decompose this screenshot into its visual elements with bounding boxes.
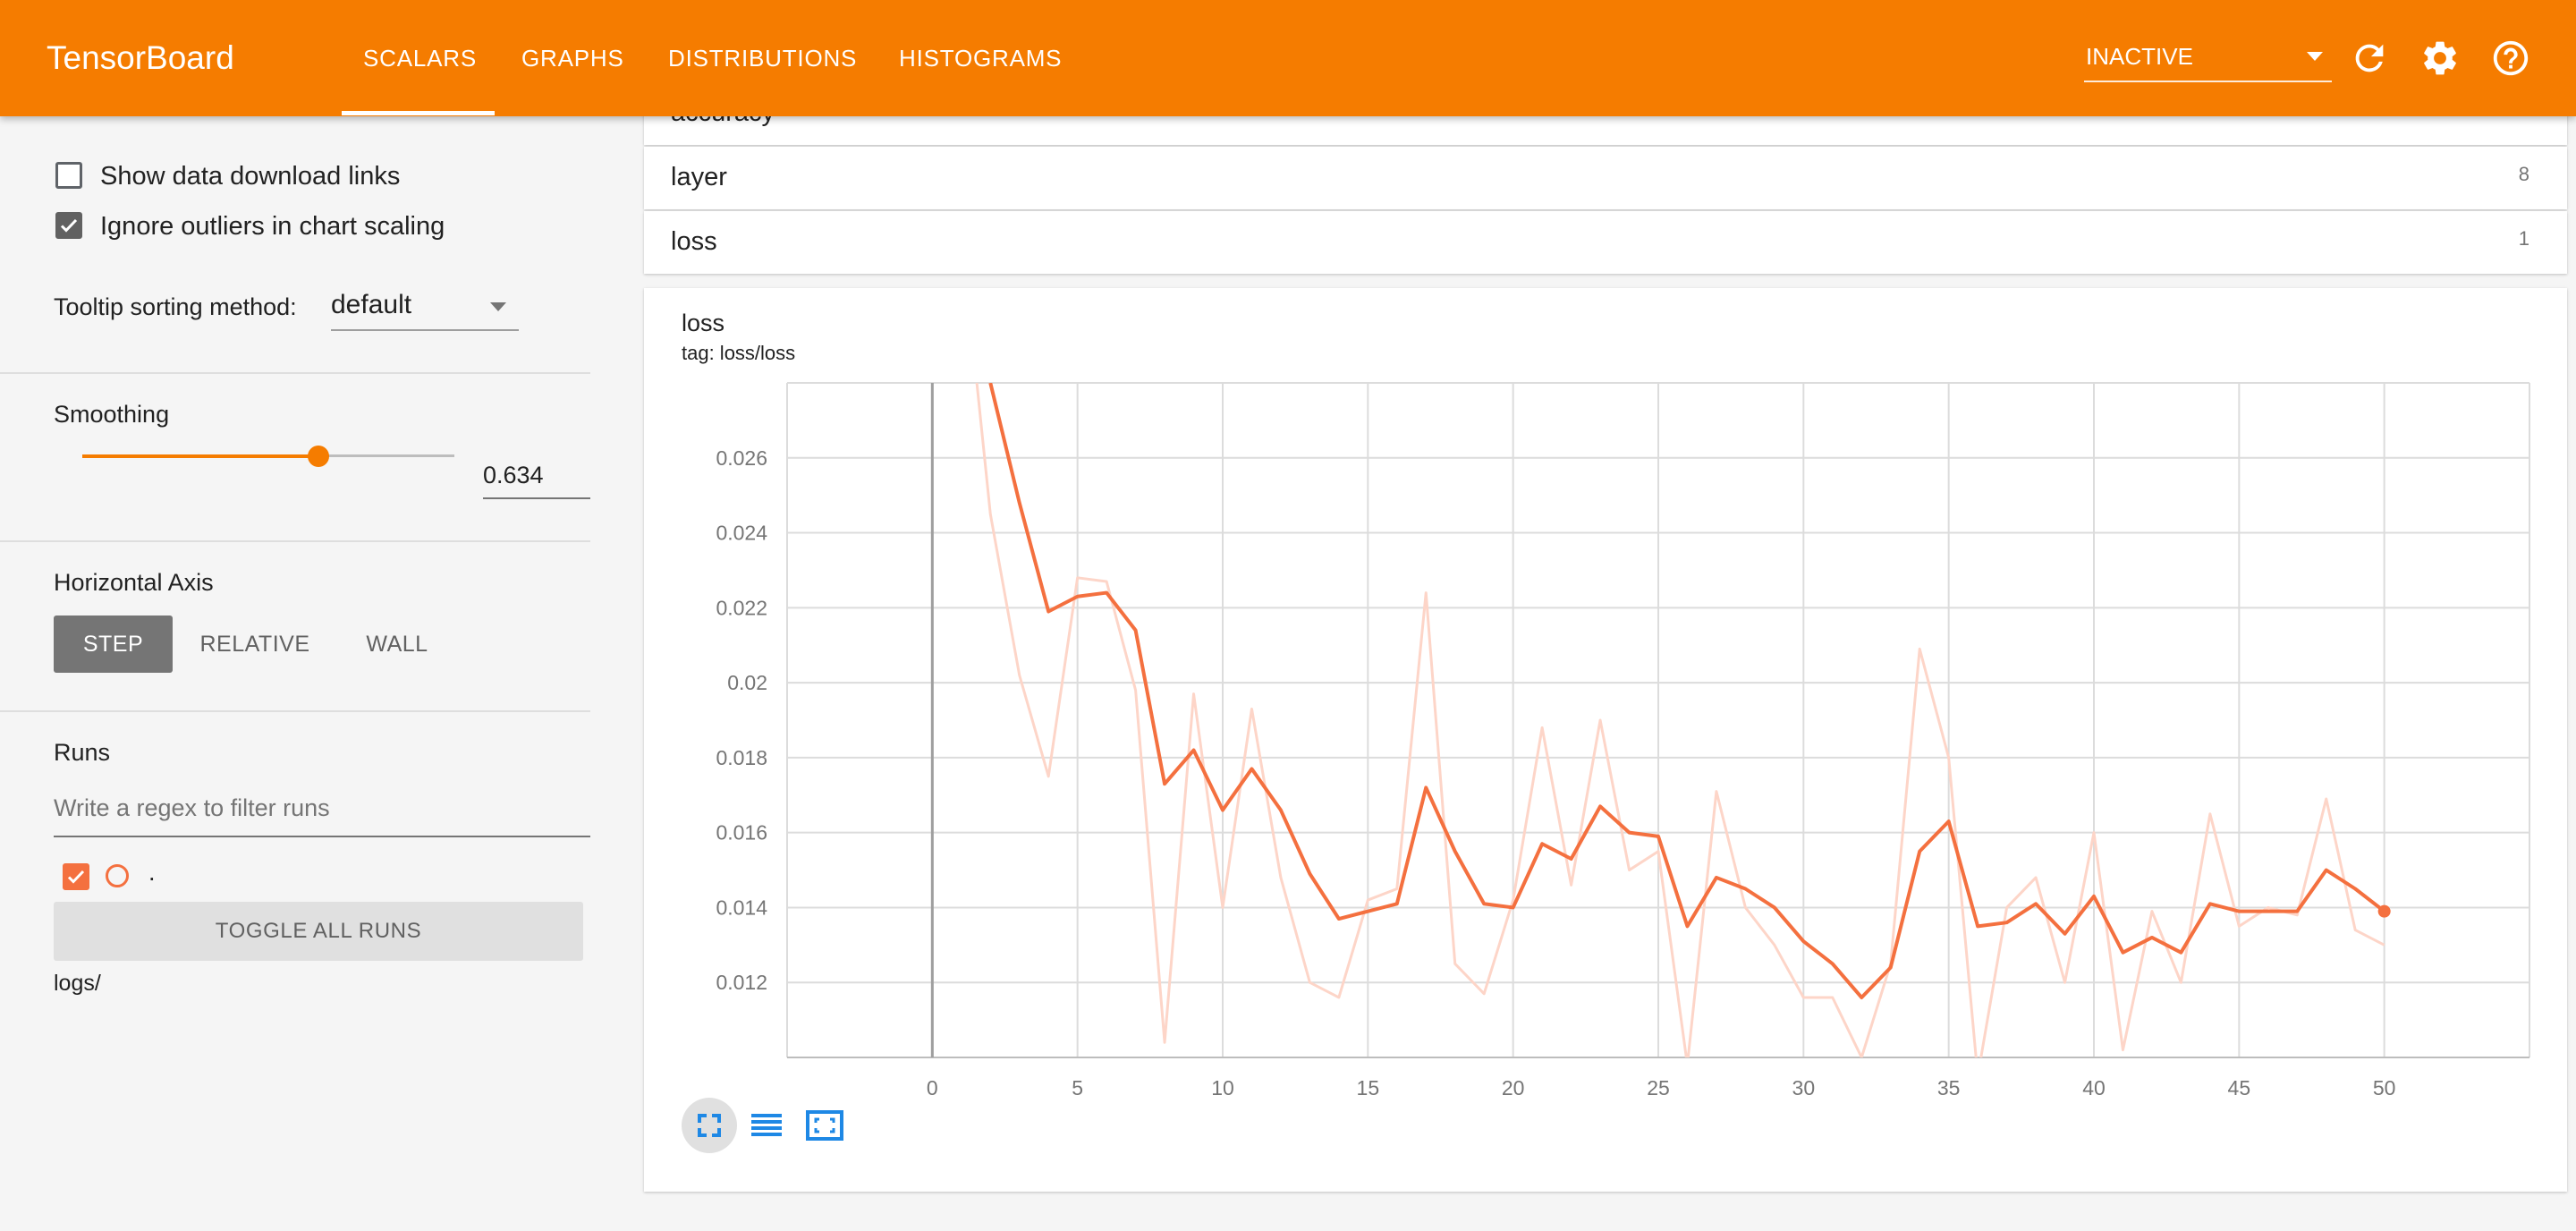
tooltip-sorting-dropdown[interactable]: default [331, 288, 519, 331]
last-point-marker [2377, 904, 2391, 918]
x-tick-label: 35 [1937, 1076, 1961, 1099]
inactive-plugins-dropdown[interactable]: INACTIVE [2084, 39, 2332, 82]
category-count: 8 [2518, 163, 2529, 185]
list-lines-icon [751, 1114, 782, 1136]
toggle-all-runs-button[interactable]: TOGGLE ALL RUNS [54, 902, 583, 961]
axis-step-button[interactable]: STEP [54, 616, 173, 673]
run-checkbox[interactable] [63, 863, 89, 890]
category-loss[interactable]: loss 1 [644, 211, 2567, 274]
smoothing-value: 0.634 [483, 462, 544, 488]
chart-tag: tag: loss/loss [682, 342, 796, 364]
y-tick-label: 0.02 [727, 671, 767, 694]
horizontal-axis-label: Horizontal Axis [54, 569, 214, 596]
active-tab-indicator [342, 111, 495, 115]
chart-title: loss [682, 310, 725, 336]
x-tick-label: 5 [1072, 1076, 1083, 1099]
fit-domain-button[interactable] [796, 1098, 852, 1153]
tooltip-sorting-label: Tooltip sorting method: [54, 293, 297, 320]
runs-label: Runs [54, 739, 111, 766]
logdir-label: logs/ [54, 971, 101, 996]
y-tick-label: 0.018 [716, 746, 767, 769]
smoothed-series-line [988, 383, 2385, 999]
divider [0, 710, 590, 712]
dropdown-value: INACTIVE [2086, 43, 2193, 70]
tab-graphs[interactable]: GRAPHS [521, 45, 624, 72]
chevron-down-icon [490, 302, 506, 311]
settings-icon[interactable] [2419, 38, 2461, 79]
ignore-outliers-checkbox[interactable] [55, 212, 82, 239]
smoothing-input[interactable]: 0.634 [483, 458, 590, 499]
help-icon[interactable] [2490, 38, 2531, 79]
x-tick-label: 30 [1792, 1076, 1816, 1099]
run-filter-placeholder: Write a regex to filter runs [54, 794, 330, 821]
category-layer[interactable]: layer 8 [644, 147, 2567, 209]
category-name: layer [671, 163, 727, 191]
show-download-links-checkbox[interactable] [55, 162, 82, 189]
checkmark-icon [67, 870, 85, 884]
smoothing-label: Smoothing [54, 401, 170, 428]
smoothing-slider[interactable] [82, 438, 454, 474]
x-tick-label: 0 [927, 1076, 938, 1099]
loss-chart[interactable]: 0.012 0.014 0.016 0.018 0.02 0.022 0.024 0.026 0… [644, 288, 2567, 1192]
category-count: 1 [2518, 227, 2529, 250]
y-tick-label: 0.024 [716, 522, 767, 545]
raw-series-line [975, 383, 2385, 1057]
axis-wall-button[interactable]: WALL [366, 632, 428, 657]
checkmark-icon [60, 218, 78, 233]
divider [0, 540, 590, 542]
chevron-down-icon [2307, 52, 2323, 61]
slider-knob[interactable] [307, 446, 329, 467]
run-color-radio[interactable] [106, 864, 129, 887]
main-content: accuracy layer 8 loss 1 0.0120.0140.0160… [644, 82, 2576, 1231]
ignore-outliers-label: Ignore outliers in chart scaling [100, 212, 445, 241]
top-app-bar: TensorBoard SCALARS GRAPHS DISTRIBUTIONS… [0, 0, 2576, 116]
y-tick-label: 0.012 [716, 971, 767, 994]
x-tick-label: 25 [1647, 1076, 1670, 1099]
y-tick-label: 0.022 [716, 596, 767, 619]
run-name: . [148, 859, 156, 886]
slider-fill [82, 454, 318, 458]
sidebar: Show data download links Ignore outliers… [0, 116, 644, 1231]
tab-histograms[interactable]: HISTOGRAMS [899, 45, 1063, 72]
x-tick-label: 10 [1211, 1076, 1234, 1099]
y-tick-label: 0.016 [716, 821, 767, 845]
fullscreen-button[interactable] [682, 1098, 737, 1153]
y-tick-label: 0.014 [716, 896, 767, 919]
tab-distributions[interactable]: DISTRIBUTIONS [668, 45, 858, 72]
toggle-log-scale-button[interactable] [739, 1098, 794, 1153]
axis-relative-button[interactable]: RELATIVE [199, 632, 310, 657]
refresh-icon[interactable] [2349, 38, 2390, 79]
chart-card: 0.012 0.014 0.016 0.018 0.02 0.022 0.024 0.026 0… [644, 288, 2567, 1192]
divider [0, 372, 590, 374]
category-name: loss [671, 227, 717, 256]
app-title: TensorBoard [47, 39, 234, 76]
tooltip-sorting-value: default [331, 290, 412, 319]
x-tick-label: 15 [1357, 1076, 1380, 1099]
x-tick-label: 40 [2082, 1076, 2106, 1099]
x-tick-label: 20 [1502, 1076, 1525, 1099]
show-download-links-label: Show data download links [100, 162, 401, 191]
run-filter-input[interactable]: Write a regex to filter runs [54, 787, 590, 837]
tab-scalars[interactable]: SCALARS [363, 45, 477, 72]
y-tick-label: 0.026 [716, 446, 767, 470]
x-tick-label: 45 [2228, 1076, 2251, 1099]
x-tick-label: 50 [2373, 1076, 2396, 1099]
fullscreen-icon [698, 1114, 721, 1137]
fit-to-data-icon [806, 1110, 843, 1141]
